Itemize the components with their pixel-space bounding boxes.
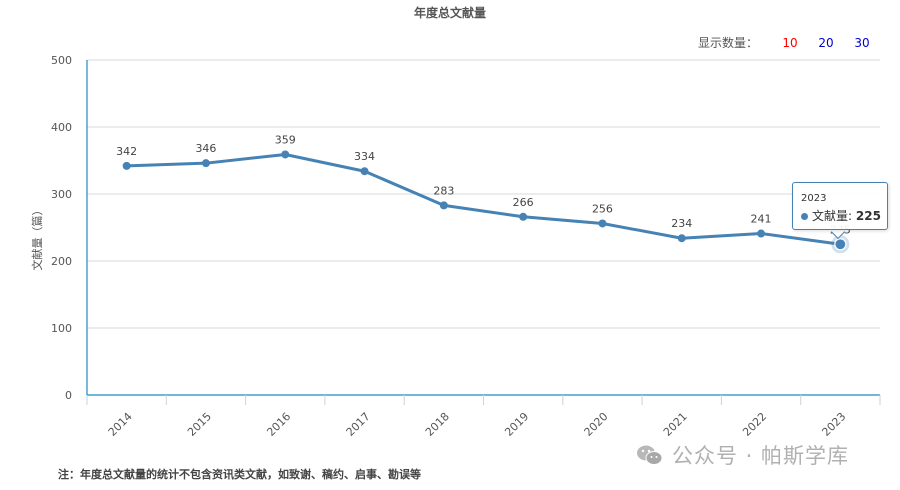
count-option-20[interactable]: 20 <box>818 35 834 50</box>
data-point <box>201 159 210 168</box>
data-point <box>439 201 448 210</box>
x-tick-label: 2014 <box>106 410 135 439</box>
y-tick-label: 0 <box>65 389 72 402</box>
y-tick-label: 500 <box>51 54 72 67</box>
watermark-text: 公众号 · 帕斯学库 <box>672 444 850 468</box>
data-point <box>677 234 686 243</box>
data-point <box>598 219 607 228</box>
x-tick-label: 2015 <box>185 410 214 439</box>
y-tick-label: 200 <box>51 255 72 268</box>
watermark: 公众号 · 帕斯学库 <box>636 440 849 470</box>
data-point <box>757 229 766 238</box>
data-tooltip: 2023 文献量: 225 <box>792 182 888 230</box>
data-label: 241 <box>751 213 772 226</box>
wechat-icon <box>637 445 663 465</box>
x-tick-label: 2021 <box>661 410 690 439</box>
x-tick-label: 2023 <box>819 410 848 439</box>
x-tick-label: 2016 <box>264 410 293 439</box>
series-line <box>125 152 842 246</box>
x-tick-label: 2022 <box>740 410 769 439</box>
data-label: 234 <box>671 217 692 230</box>
tooltip-year: 2023 <box>801 193 827 204</box>
count-option-10[interactable]: 10 <box>782 35 798 50</box>
series-dot-icon <box>801 213 808 220</box>
footnote: 注：年度总文献量的统计不包含资讯类文献，如致谢、稿约、启事、勘误等 <box>58 468 421 481</box>
data-point <box>519 212 528 221</box>
line-chart: 0 100 200 300 400 500 2014 2015 2016 2017 2018 2019… <box>30 54 881 439</box>
x-tick-label: 2020 <box>582 410 611 439</box>
data-label: 346 <box>195 142 216 155</box>
data-point <box>360 167 369 176</box>
x-tick-label: 2019 <box>502 410 531 439</box>
data-label: 266 <box>513 196 534 209</box>
chart-title: 年度总文献量 <box>413 6 486 20</box>
data-label: 256 <box>592 202 613 215</box>
y-tick-label: 100 <box>51 322 72 335</box>
tooltip-series-label: 文献量 <box>812 209 849 223</box>
data-label: 334 <box>354 150 375 163</box>
data-point <box>281 150 290 159</box>
y-tick-label: 300 <box>51 188 72 201</box>
data-point <box>122 161 131 170</box>
x-tick-label: 2017 <box>344 410 373 439</box>
tooltip-row: 文献量: 225 <box>801 207 881 224</box>
data-label: 283 <box>433 184 454 197</box>
count-option-30[interactable]: 30 <box>854 35 870 50</box>
tooltip-value: 225 <box>855 209 881 223</box>
data-label: 359 <box>275 133 296 146</box>
display-count-label: 显示数量： <box>697 36 758 50</box>
x-tick-label: 2018 <box>423 410 452 439</box>
y-tick-label: 400 <box>51 121 72 134</box>
display-count-selector: 显示数量： 10 20 30 <box>698 34 880 51</box>
data-label: 342 <box>116 145 137 158</box>
y-axis-title: 文献量（篇） <box>30 205 44 271</box>
data-point <box>834 238 847 251</box>
